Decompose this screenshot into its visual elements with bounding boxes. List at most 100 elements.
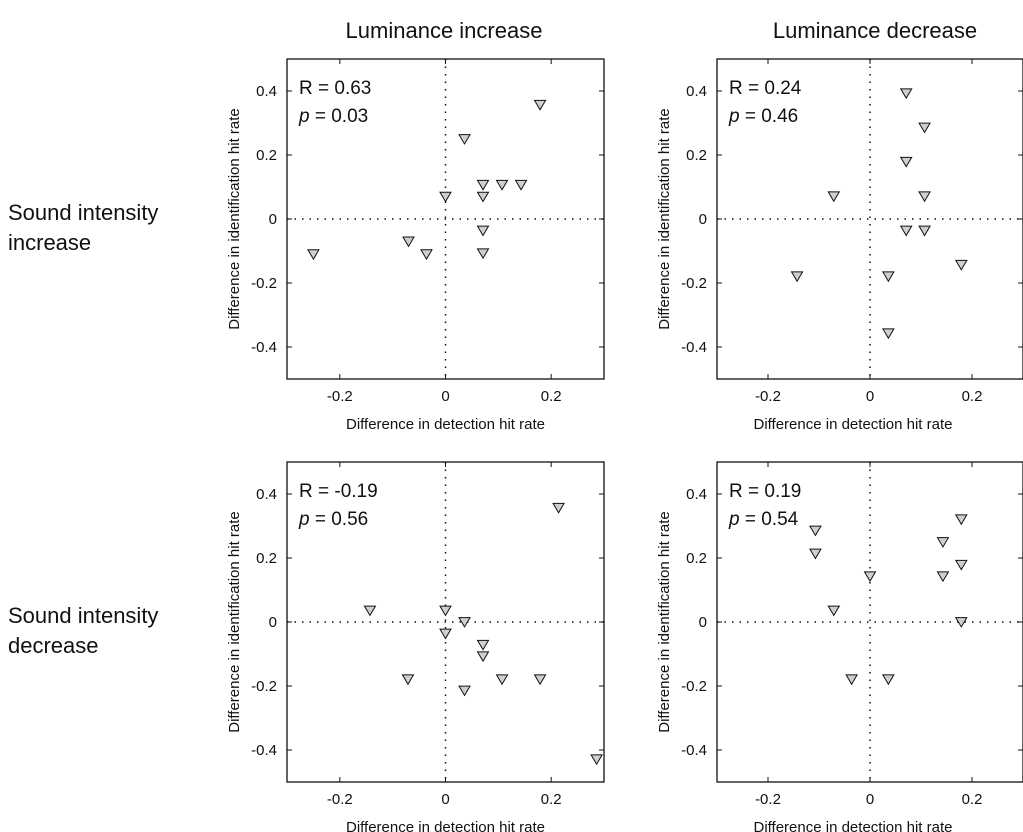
panel-1-0-point-11 bbox=[590, 754, 603, 766]
panel-0-0-point-10 bbox=[514, 179, 528, 191]
panel-0-1-x-axis-label: Difference in detection hit rate bbox=[753, 416, 952, 433]
panel-1-0-point-4 bbox=[458, 617, 471, 628]
panel-0-0-point-3 bbox=[439, 191, 452, 203]
panel-1-1-ytick-label: 0.4 bbox=[686, 486, 707, 503]
panel-1-1-point-3 bbox=[845, 674, 859, 686]
panel-0-0: -0.2 0 0.2 -0.4 -0.2 0 0.2 0.4 Difference in det… bbox=[226, 58, 605, 433]
panel-1-0-p-number: = 0.56 bbox=[310, 509, 369, 530]
panel-0-1-p-symbol: p bbox=[728, 106, 740, 127]
panel-0-0-p-value: p = 0.03 bbox=[298, 106, 368, 127]
panel-1-0-p-value: p = 0.56 bbox=[298, 509, 368, 530]
panel-1-1-y-axis-label: Difference in identification hit rate bbox=[656, 511, 673, 733]
panel-1-1-xtick-label: -0.2 bbox=[755, 791, 781, 808]
panel-0-0-xtick-label: -0.2 bbox=[327, 388, 353, 405]
column-title-luminance-decrease: Luminance decrease bbox=[773, 18, 977, 43]
panel-1-1-point-6 bbox=[936, 537, 950, 548]
panel-0-1-ytick-label: 0 bbox=[699, 211, 707, 228]
row-title-decrease-line2: decrease bbox=[8, 633, 99, 658]
panel-0-0-point-6 bbox=[476, 191, 490, 203]
panel-0-0-ytick-label: 0 bbox=[269, 211, 277, 228]
panel-1-0-point-8 bbox=[495, 674, 509, 686]
panel-0-1-y-axis-label: Difference in identification hit rate bbox=[656, 108, 673, 330]
panel-1-1-ytick-label: 0 bbox=[699, 614, 707, 631]
panel-1-1-ytick-label: -0.4 bbox=[681, 742, 707, 759]
panel-0-0-point-1 bbox=[402, 236, 415, 248]
panel-0-1-point-5 bbox=[899, 156, 913, 168]
panel-1-1-point-1 bbox=[809, 548, 822, 560]
panel-1-1-p-value: p = 0.54 bbox=[728, 509, 799, 530]
panel-0-0-xtick-label: 0.2 bbox=[541, 388, 562, 405]
panel-0-0-r-value: R = 0.63 bbox=[299, 78, 371, 99]
panel-1-0-point-9 bbox=[533, 674, 547, 686]
panel-1-0-ytick-label: 0.2 bbox=[256, 550, 277, 567]
panel-1-1-point-2 bbox=[827, 605, 841, 617]
panel-1-1-xtick-label: 0.2 bbox=[962, 791, 983, 808]
panel-0-0-ytick-label: 0.2 bbox=[256, 147, 277, 164]
panel-1-1-point-7 bbox=[936, 571, 950, 583]
panel-0-1-point-1 bbox=[827, 191, 841, 203]
panel-1-0-xtick-label: 0 bbox=[441, 791, 449, 808]
panel-1-0: -0.2 0 0.2 -0.4 -0.2 0 0.2 0.4 Difference in det… bbox=[226, 461, 605, 832]
panel-0-1-point-6 bbox=[899, 225, 913, 237]
panel-0-0-x-axis-label: Difference in detection hit rate bbox=[346, 416, 545, 433]
panel-0-1-xtick-label: 0.2 bbox=[962, 388, 983, 405]
panel-1-0-ytick-label: 0.4 bbox=[256, 486, 277, 503]
panel-1-1-ytick-label: 0.2 bbox=[686, 550, 707, 567]
panel-0-1-point-9 bbox=[918, 225, 931, 237]
panel-1-0-ytick-label: -0.2 bbox=[251, 678, 277, 695]
panel-0-1-point-4 bbox=[899, 88, 913, 100]
panel-0-0-point-7 bbox=[476, 225, 490, 237]
panel-1-0-point-0 bbox=[363, 605, 377, 617]
panel-1-0-xtick-label: 0.2 bbox=[541, 791, 562, 808]
panel-0-0-point-9 bbox=[495, 179, 509, 191]
panel-0-1-point-10 bbox=[954, 259, 968, 271]
panel-1-0-p-symbol: p bbox=[298, 509, 310, 530]
row-title-increase-line1: Sound intensity bbox=[8, 200, 158, 225]
panel-0-0-ytick-label: 0.4 bbox=[256, 83, 277, 100]
panel-0-0-ytick-label: -0.4 bbox=[251, 339, 277, 356]
panel-0-1-p-value: p = 0.46 bbox=[728, 106, 798, 127]
panel-1-1-p-symbol: p bbox=[728, 509, 740, 530]
panel-1-0-r-value: R = -0.19 bbox=[299, 481, 378, 502]
panel-0-0-p-number: = 0.03 bbox=[310, 106, 369, 127]
panel-1-1-point-9 bbox=[954, 559, 968, 571]
panel-1-0-xtick-label: -0.2 bbox=[327, 791, 353, 808]
panel-0-1-ytick-label: 0.4 bbox=[686, 83, 707, 100]
panel-0-0-y-axis-label: Difference in identification hit rate bbox=[226, 108, 243, 330]
panel-0-1-ytick-label: -0.4 bbox=[681, 339, 707, 356]
panel-0-1-point-2 bbox=[881, 271, 895, 283]
panel-1-0-point-7 bbox=[476, 651, 490, 663]
column-title-luminance-increase: Luminance increase bbox=[346, 18, 543, 43]
panel-1-1: -0.2 0 0.2 -0.4 -0.2 0 0.2 0.4 Difference in det… bbox=[656, 461, 1023, 832]
panel-1-1-xtick-label: 0 bbox=[866, 791, 874, 808]
panel-0-0-point-2 bbox=[420, 249, 433, 261]
panel-1-0-point-10 bbox=[552, 502, 565, 514]
panel-1-0-ytick-label: 0 bbox=[269, 614, 277, 631]
panel-0-1-ytick-label: -0.2 bbox=[681, 275, 707, 292]
panels: -0.2 0 0.2 -0.4 -0.2 0 0.2 0.4 Difference in det… bbox=[226, 58, 1023, 832]
panel-1-1-point-10 bbox=[954, 617, 968, 628]
panel-1-1-point-0 bbox=[809, 525, 822, 537]
panel-1-0-ytick-label: -0.4 bbox=[251, 742, 277, 759]
panel-0-0-p-symbol: p bbox=[298, 106, 310, 127]
panel-0-0-xtick-label: 0 bbox=[441, 388, 449, 405]
panel-1-1-point-5 bbox=[881, 674, 895, 686]
panel-0-1-xtick-label: 0 bbox=[866, 388, 874, 405]
panel-0-1-point-8 bbox=[918, 191, 931, 203]
panel-1-0-point-1 bbox=[401, 674, 415, 686]
panel-0-1: -0.2 0 0.2 -0.4 -0.2 0 0.2 0.4 Difference in det… bbox=[656, 58, 1023, 433]
row-title-increase-line2: increase bbox=[8, 230, 91, 255]
panel-0-1-p-number: = 0.46 bbox=[740, 106, 799, 127]
panel-0-0-point-11 bbox=[533, 99, 547, 111]
panel-0-0-point-0 bbox=[307, 249, 320, 261]
panel-1-0-point-2 bbox=[439, 605, 452, 617]
panel-0-1-xtick-label: -0.2 bbox=[755, 388, 781, 405]
panel-1-1-p-number: = 0.54 bbox=[740, 509, 799, 530]
panel-0-1-ytick-label: 0.2 bbox=[686, 147, 707, 164]
panel-0-1-point-0 bbox=[790, 271, 804, 283]
panel-0-0-point-5 bbox=[476, 179, 490, 191]
panel-1-1-point-4 bbox=[863, 571, 877, 583]
panel-1-1-r-value: R = 0.19 bbox=[729, 481, 801, 502]
panel-0-1-point-3 bbox=[881, 328, 895, 340]
